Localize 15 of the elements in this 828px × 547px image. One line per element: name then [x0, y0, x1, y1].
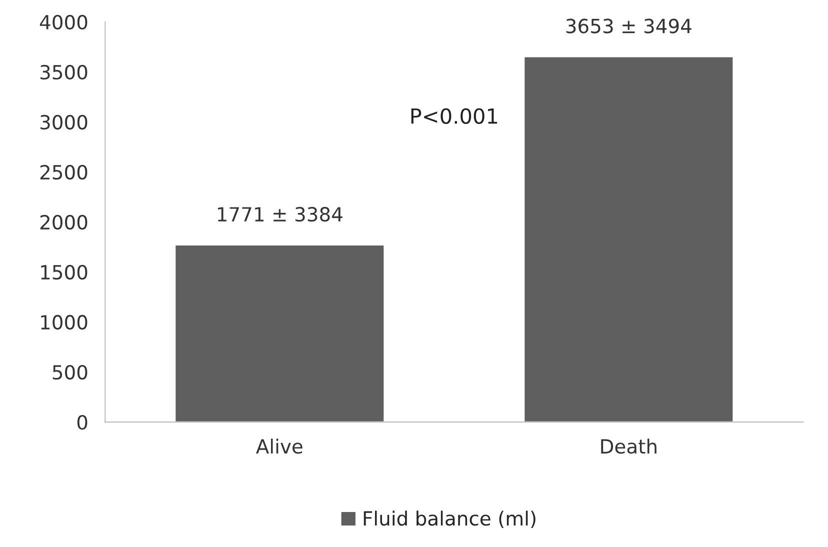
y-tick-label: 1000	[41, 314, 88, 330]
y-tick-label: 500	[52, 364, 88, 380]
x-tick-label: Death	[601, 438, 656, 454]
data-label: 1771 ± 3384	[218, 206, 342, 222]
y-tick-label: 3000	[40, 114, 88, 130]
y-tick-label: 1500	[41, 264, 88, 280]
y-tick-label: 3500	[40, 64, 88, 80]
y-tick-label: 4000	[40, 14, 88, 30]
y-tick-label: 0	[77, 414, 88, 430]
y-tick-label: 2000	[40, 214, 88, 230]
data-label: 3653 ± 3494	[566, 18, 692, 34]
annotation: P<0.001	[411, 108, 498, 124]
legend-label: Fluid balance (ml)	[364, 510, 536, 528]
x-tick-label: Alive	[256, 438, 302, 454]
y-tick-label: 2500	[40, 164, 88, 180]
